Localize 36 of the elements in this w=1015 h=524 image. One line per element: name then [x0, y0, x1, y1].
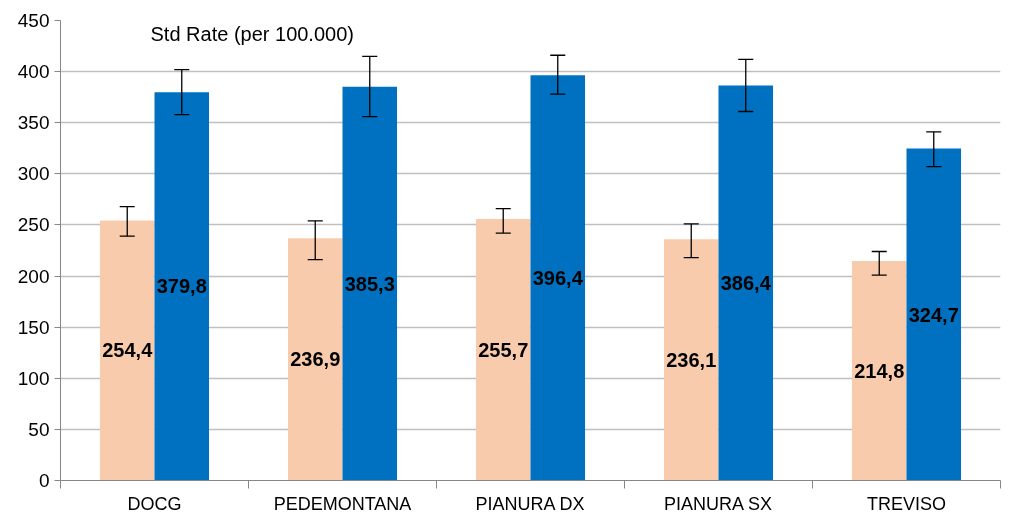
data-label: 385,3	[344, 272, 395, 295]
data-label: 254,4	[102, 339, 154, 362]
bar	[475, 219, 531, 481]
x-tick-label: TREVISO	[866, 493, 947, 514]
bar	[342, 86, 398, 481]
y-tick-label: 150	[17, 316, 50, 338]
y-tick-label: 450	[17, 10, 50, 31]
data-label: 214,8	[854, 359, 905, 382]
data-label: 386,4	[720, 272, 772, 295]
data-label: 379,8	[156, 275, 207, 298]
data-label: 324,7	[908, 303, 959, 326]
bar	[154, 92, 210, 481]
y-tick-label: 50	[28, 418, 50, 440]
data-label: 236,1	[666, 348, 717, 371]
y-tick-label: 200	[17, 265, 50, 287]
y-axis-title: Std Rate (per 100.000)	[150, 22, 354, 45]
y-tick-label: 300	[17, 163, 50, 185]
bar	[906, 148, 962, 481]
data-label: 255,7	[478, 338, 529, 361]
bar	[530, 75, 586, 481]
y-tick-label: 400	[17, 61, 50, 83]
bar	[718, 85, 774, 481]
bar	[851, 260, 907, 481]
data-label: 236,9	[290, 348, 341, 371]
y-tick-label: 100	[17, 367, 50, 389]
bar	[287, 238, 343, 481]
x-tick-label: PEDEMONTANA	[273, 493, 412, 514]
data-label: 396,4	[532, 266, 584, 289]
y-tick-label: 350	[17, 112, 50, 134]
y-tick-label: 0	[38, 470, 50, 491]
x-tick-label: PIANURA SX	[663, 493, 773, 514]
bar	[99, 220, 155, 481]
y-tick-label: 250	[17, 214, 50, 236]
x-tick-label: DOCG	[127, 493, 182, 514]
x-tick-label: PIANURA DX	[475, 493, 585, 514]
bar	[663, 239, 719, 481]
